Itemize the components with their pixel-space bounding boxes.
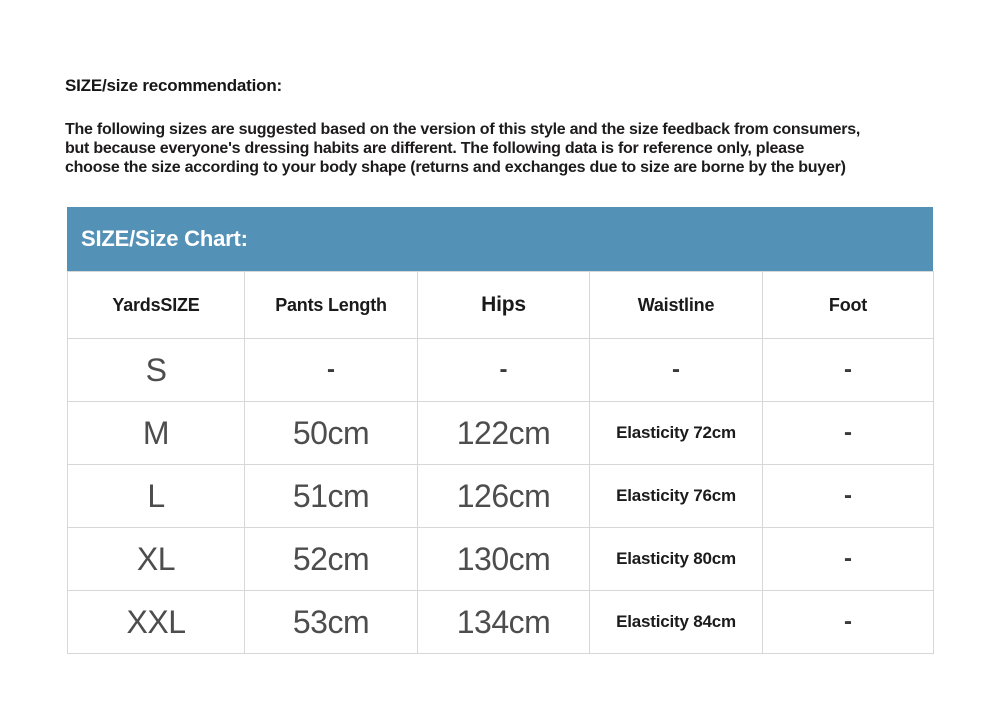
waistline-cell: Elasticity 76cm bbox=[589, 464, 763, 528]
foot-cell: - bbox=[762, 338, 934, 402]
column-header-yards-size: YardsSIZE bbox=[67, 271, 245, 339]
size-recommendation-heading: SIZE/size recommendation: bbox=[65, 76, 282, 95]
size-cell: L bbox=[67, 464, 245, 528]
hips-cell: 122cm bbox=[417, 401, 590, 465]
size-cell: XL bbox=[67, 527, 245, 591]
paragraph-line: choose the size according to your body s… bbox=[65, 159, 846, 176]
size-recommendation-paragraph: The following sizes are suggested based … bbox=[65, 120, 860, 177]
column-header-pants-length: Pants Length bbox=[244, 271, 418, 339]
column-header-hips: Hips bbox=[417, 271, 590, 339]
pants-length-cell: 51cm bbox=[244, 464, 418, 528]
hips-cell: 130cm bbox=[417, 527, 590, 591]
table-row-xxl: XXL 53cm 134cm Elasticity 84cm - bbox=[67, 590, 934, 654]
pants-length-cell: - bbox=[244, 338, 418, 402]
table-row-m: M 50cm 122cm Elasticity 72cm - bbox=[67, 401, 934, 465]
hips-cell: - bbox=[417, 338, 590, 402]
foot-cell: - bbox=[762, 590, 934, 654]
pants-length-cell: 50cm bbox=[244, 401, 418, 465]
hips-cell: 126cm bbox=[417, 464, 590, 528]
size-chart-banner: SIZE/Size Chart: bbox=[67, 207, 933, 271]
waistline-cell: - bbox=[589, 338, 763, 402]
size-chart-banner-title: SIZE/Size Chart: bbox=[81, 226, 248, 251]
waistline-cell: Elasticity 80cm bbox=[589, 527, 763, 591]
size-cell: M bbox=[67, 401, 245, 465]
foot-cell: - bbox=[762, 464, 934, 528]
foot-cell: - bbox=[762, 401, 934, 465]
table-row-xl: XL 52cm 130cm Elasticity 80cm - bbox=[67, 527, 934, 591]
size-cell: S bbox=[67, 338, 245, 402]
table-header-row: YardsSIZE Pants Length Hips Waistline Fo… bbox=[67, 271, 934, 339]
pants-length-cell: 52cm bbox=[244, 527, 418, 591]
paragraph-line: The following sizes are suggested based … bbox=[65, 121, 861, 138]
size-chart-table: YardsSIZE Pants Length Hips Waistline Fo… bbox=[67, 271, 934, 654]
column-header-waistline: Waistline bbox=[589, 271, 763, 339]
hips-cell: 134cm bbox=[417, 590, 590, 654]
waistline-cell: Elasticity 72cm bbox=[589, 401, 763, 465]
foot-cell: - bbox=[762, 527, 934, 591]
column-header-foot: Foot bbox=[762, 271, 934, 339]
pants-length-cell: 53cm bbox=[244, 590, 418, 654]
paragraph-line: but because everyone's dressing habits a… bbox=[65, 140, 805, 157]
table-row-l: L 51cm 126cm Elasticity 76cm - bbox=[67, 464, 934, 528]
table-row-s: S - - - - bbox=[67, 338, 934, 402]
size-cell: XXL bbox=[67, 590, 245, 654]
waistline-cell: Elasticity 84cm bbox=[589, 590, 763, 654]
